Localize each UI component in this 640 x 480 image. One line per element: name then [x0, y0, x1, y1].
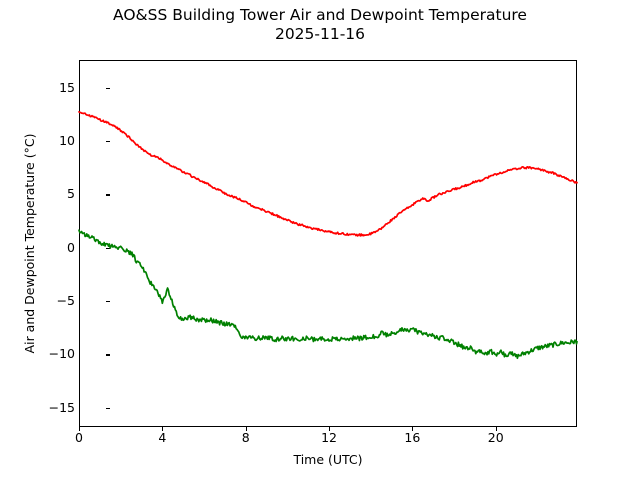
x-tick-label: 16 [404, 430, 421, 445]
x-tick-mark [245, 427, 247, 431]
y-tick-mark [106, 301, 110, 303]
y-tick-mark [106, 141, 110, 143]
y-tick-mark [106, 407, 110, 409]
x-tick-label: 12 [321, 430, 337, 445]
y-tick-label: −5 [56, 293, 75, 309]
data-series-layer [78, 111, 578, 360]
y-tick-mark [106, 87, 110, 89]
x-axis-label: Time (UTC) [293, 452, 363, 467]
x-tick-mark [495, 427, 497, 431]
y-tick-label: 10 [59, 133, 75, 149]
x-tick-label: 20 [487, 430, 504, 445]
y-tick-label: −10 [48, 346, 75, 362]
y-axis-ticks: −15 −10 −5 0 5 10 15 [31, 0, 110, 480]
y-tick-mark [106, 354, 110, 356]
x-tick-mark [79, 427, 81, 431]
x-tick-mark [329, 427, 331, 431]
y-tick-label: −15 [48, 399, 75, 415]
x-tick-label: 0 [75, 430, 83, 445]
air-temperature-line [78, 111, 578, 237]
y-tick-label: 0 [67, 239, 75, 255]
x-tick-label: 8 [241, 430, 250, 445]
y-tick-label: 15 [59, 79, 75, 95]
chart-title: AO&SS Building Tower Air and Dewpoint Te… [113, 6, 527, 43]
x-tick-label: 4 [158, 430, 167, 445]
x-tick-mark [162, 427, 164, 431]
dewpoint-temperature-line [78, 229, 578, 360]
y-tick-mark [106, 194, 110, 196]
y-tick-mark [106, 247, 110, 249]
plot-area [79, 60, 577, 427]
x-tick-mark [412, 427, 414, 431]
y-tick-label: 5 [67, 186, 75, 202]
